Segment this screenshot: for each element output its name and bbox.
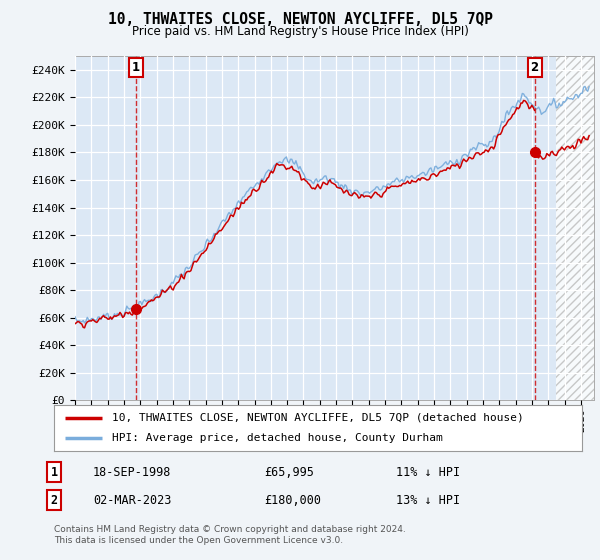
Text: 13% ↓ HPI: 13% ↓ HPI <box>396 493 460 507</box>
Text: 02-MAR-2023: 02-MAR-2023 <box>93 493 172 507</box>
Text: 10, THWAITES CLOSE, NEWTON AYCLIFFE, DL5 7QP: 10, THWAITES CLOSE, NEWTON AYCLIFFE, DL5… <box>107 12 493 27</box>
Text: Price paid vs. HM Land Registry's House Price Index (HPI): Price paid vs. HM Land Registry's House … <box>131 25 469 38</box>
Bar <box>556 56 594 400</box>
Text: 18-SEP-1998: 18-SEP-1998 <box>93 465 172 479</box>
Text: £65,995: £65,995 <box>264 465 314 479</box>
Text: 1: 1 <box>131 61 140 74</box>
Text: £180,000: £180,000 <box>264 493 321 507</box>
Text: 2: 2 <box>50 493 58 507</box>
Text: 10, THWAITES CLOSE, NEWTON AYCLIFFE, DL5 7QP (detached house): 10, THWAITES CLOSE, NEWTON AYCLIFFE, DL5… <box>112 413 524 423</box>
Text: 2: 2 <box>530 61 539 74</box>
Text: 1: 1 <box>50 465 58 479</box>
Text: 11% ↓ HPI: 11% ↓ HPI <box>396 465 460 479</box>
Text: HPI: Average price, detached house, County Durham: HPI: Average price, detached house, Coun… <box>112 433 443 443</box>
Text: Contains HM Land Registry data © Crown copyright and database right 2024.
This d: Contains HM Land Registry data © Crown c… <box>54 525 406 545</box>
